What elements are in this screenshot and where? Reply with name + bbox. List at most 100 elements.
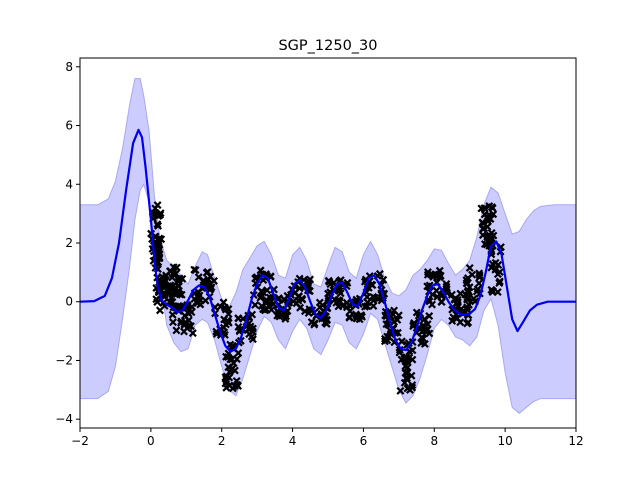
data-point <box>153 220 162 229</box>
data-point <box>465 283 474 292</box>
data-point <box>487 238 496 247</box>
data-point <box>191 266 200 275</box>
data-point <box>369 301 378 310</box>
data-point <box>267 297 276 306</box>
data-point <box>177 290 186 299</box>
data-point <box>172 263 181 272</box>
data-point <box>259 288 268 297</box>
data-point <box>171 288 180 297</box>
y-tick-label: −4 <box>55 412 73 426</box>
data-point <box>226 355 235 364</box>
x-tick-label: 6 <box>360 434 368 448</box>
x-tick-label: 10 <box>498 434 513 448</box>
data-point <box>186 322 195 331</box>
data-point <box>195 291 204 300</box>
data-point <box>400 378 409 387</box>
data-point <box>183 324 192 333</box>
data-point <box>256 266 265 275</box>
data-point <box>263 286 271 295</box>
data-point <box>429 272 438 281</box>
y-tick-label: −2 <box>55 353 73 367</box>
data-point <box>419 334 428 343</box>
data-point <box>442 279 451 288</box>
data-point <box>448 305 457 314</box>
data-point <box>335 287 344 295</box>
data-point <box>345 313 354 322</box>
data-point <box>453 298 462 307</box>
data-point <box>176 318 185 327</box>
data-point <box>479 219 487 228</box>
data-point <box>227 355 236 364</box>
data-point <box>185 305 194 314</box>
data-point <box>408 346 417 355</box>
data-point <box>408 381 417 390</box>
data-point <box>315 298 324 307</box>
data-point <box>405 353 414 362</box>
mean-line <box>80 128 576 353</box>
data-point <box>203 267 212 276</box>
x-tick-label: −2 <box>71 434 89 448</box>
data-point <box>304 277 313 286</box>
data-point <box>223 317 232 326</box>
data-point <box>196 300 205 309</box>
data-point <box>417 339 426 348</box>
data-point <box>263 272 272 281</box>
y-tick-label: 4 <box>65 177 73 191</box>
data-point <box>228 384 237 393</box>
data-point <box>232 376 241 385</box>
data-point <box>206 280 215 288</box>
data-point <box>369 292 378 301</box>
data-point <box>433 292 442 301</box>
data-point <box>153 246 162 255</box>
x-tick-label: 12 <box>568 434 583 448</box>
chart-title: SGP_1250_30 <box>278 38 377 54</box>
data-point <box>464 300 473 309</box>
data-point <box>168 269 177 278</box>
data-point <box>432 286 441 295</box>
plot-area <box>80 78 576 414</box>
data-point <box>338 301 347 310</box>
data-point <box>456 289 465 298</box>
data-point <box>394 311 403 320</box>
data-point <box>188 329 197 338</box>
data-point <box>397 355 406 364</box>
data-point <box>256 293 265 302</box>
data-point <box>472 287 481 296</box>
x-tick-label: 0 <box>147 434 155 448</box>
data-point <box>261 305 270 314</box>
x-tick-label: 4 <box>289 434 297 448</box>
data-point <box>448 316 457 325</box>
data-point <box>423 320 432 329</box>
data-point <box>380 337 389 346</box>
data-point <box>275 312 284 321</box>
data-point <box>300 307 309 316</box>
data-point <box>403 363 412 372</box>
y-tick-label: 8 <box>65 60 73 74</box>
data-point <box>491 265 500 274</box>
data-point <box>216 302 225 311</box>
data-point <box>379 275 388 284</box>
data-point <box>488 204 497 213</box>
data-point <box>363 298 372 307</box>
data-point <box>160 274 169 283</box>
data-point <box>190 295 199 303</box>
data-point <box>152 210 161 219</box>
data-point <box>475 273 484 282</box>
data-point <box>397 337 406 346</box>
y-tick-label: 2 <box>65 236 73 250</box>
data-point <box>464 318 473 327</box>
data-point <box>325 277 334 286</box>
data-point <box>172 326 181 335</box>
data-point <box>222 375 231 384</box>
data-point <box>262 298 271 307</box>
data-point <box>408 383 417 392</box>
data-point <box>493 270 502 279</box>
data-point <box>491 258 500 267</box>
data-point <box>180 311 189 320</box>
data-point <box>463 293 472 302</box>
y-axis: −4 −2 0 2 4 6 8 <box>55 60 80 426</box>
data-point <box>310 320 319 329</box>
data-point <box>174 277 183 286</box>
x-axis: −2 0 2 4 6 8 10 12 <box>71 428 584 448</box>
